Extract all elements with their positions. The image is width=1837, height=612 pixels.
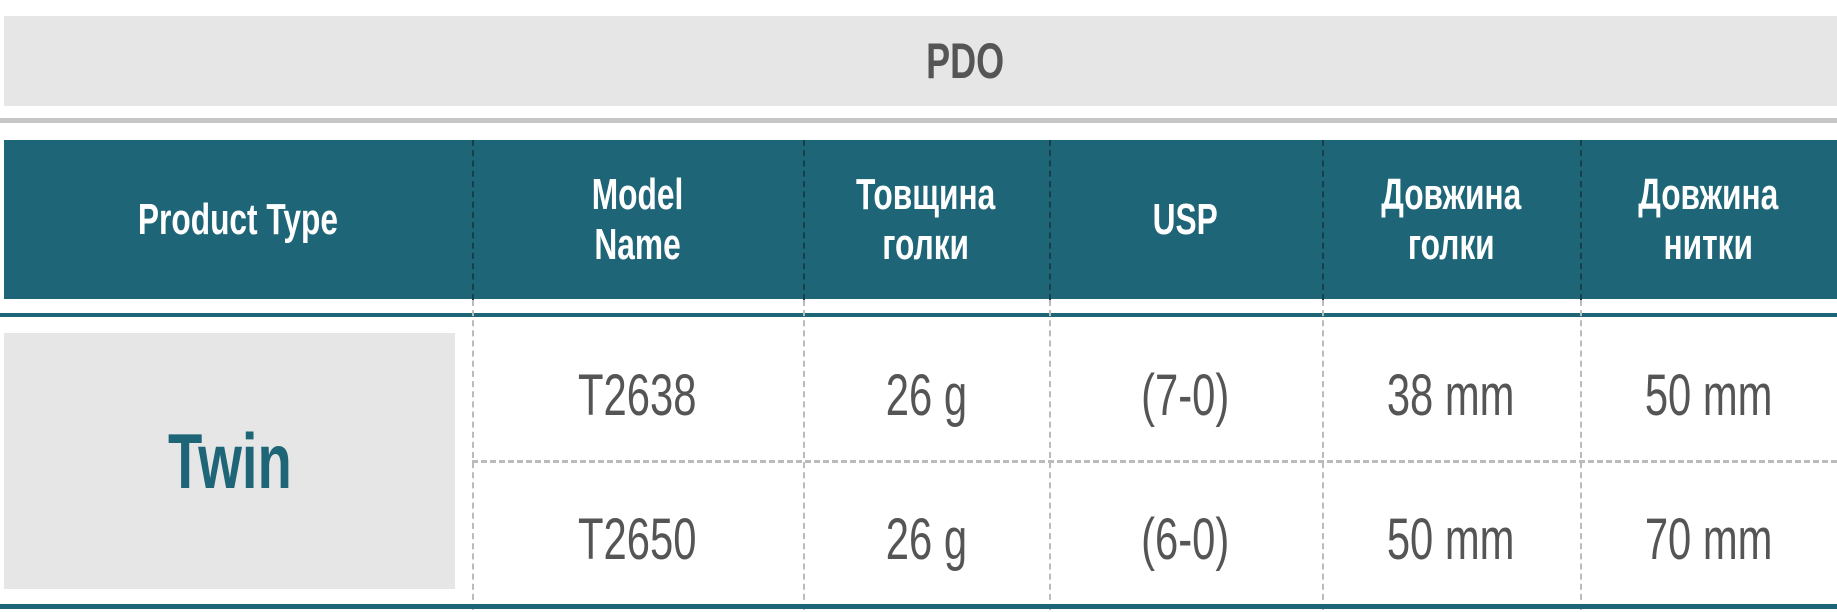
divider [1580, 300, 1582, 610]
product-type-cell: Twin [4, 333, 455, 589]
header-label: USP [1152, 194, 1219, 244]
header-model-name: Model Name [472, 140, 803, 299]
table-cell: (7-0) [1049, 330, 1322, 460]
table-cell: (6-0) [1049, 474, 1322, 604]
divider [803, 140, 805, 300]
header-label: Товщина голки [856, 169, 996, 269]
divider [1580, 140, 1582, 300]
header-row [4, 140, 1837, 299]
divider [0, 118, 1837, 123]
usp: (7-0) [1141, 362, 1230, 428]
needle-thickness: 26 g [885, 506, 967, 572]
table-cell: 50 mm [1322, 474, 1580, 604]
header-needle-length: Довжина голки [1322, 140, 1580, 299]
divider [0, 313, 1837, 317]
thread-length: 50 mm [1644, 362, 1773, 428]
needle-length: 50 mm [1387, 506, 1515, 572]
divider [1322, 140, 1324, 300]
header-label: Довжина нитки [1638, 169, 1779, 269]
header-thread-length: Довжина нитки [1580, 140, 1837, 299]
table-cell: T2650 [472, 474, 803, 604]
needle-thickness: 26 g [885, 362, 967, 428]
row-divider [472, 460, 1837, 463]
table-cell: 26 g [803, 330, 1049, 460]
divider [0, 604, 1837, 609]
header-label: Model Name [591, 169, 684, 269]
table-cell: 26 g [803, 474, 1049, 604]
needle-length: 38 mm [1387, 362, 1515, 428]
divider [1049, 140, 1051, 300]
model-name: T2638 [578, 362, 697, 428]
table-cell: 38 mm [1322, 330, 1580, 460]
table-cell: 70 mm [1580, 474, 1837, 604]
usp: (6-0) [1141, 506, 1230, 572]
divider [472, 140, 474, 300]
model-name: T2650 [578, 506, 697, 572]
header-label: Довжина голки [1380, 169, 1522, 269]
header-needle-thickness: Товщина голки [803, 140, 1049, 299]
table-title: PDO [926, 33, 1005, 89]
header-usp: USP [1049, 140, 1322, 299]
divider [1322, 300, 1324, 610]
table-title-band: PDO [4, 16, 1837, 106]
thread-length: 70 mm [1644, 506, 1773, 572]
divider [472, 300, 474, 610]
header-product-type: Product Type [4, 140, 472, 299]
header-label: Product Type [137, 194, 339, 244]
divider [803, 300, 805, 610]
table-cell: 50 mm [1580, 330, 1837, 460]
product-type-label: Twin [167, 416, 292, 505]
table-cell: T2638 [472, 330, 803, 460]
divider [1049, 300, 1051, 610]
